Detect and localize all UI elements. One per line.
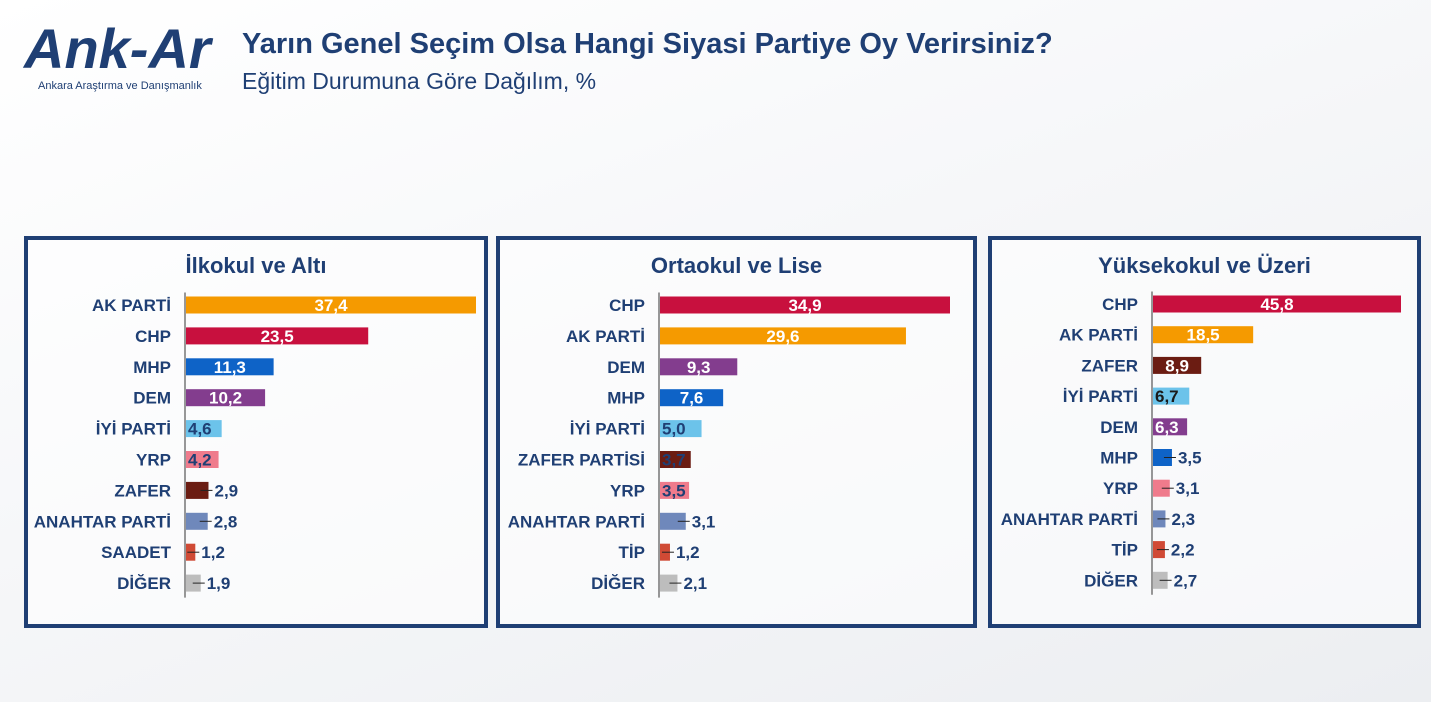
value-label: 11,3 xyxy=(214,358,246,377)
category-label: SAADET xyxy=(101,543,172,562)
category-label: İYİ PARTİ xyxy=(96,420,171,439)
value-label: 2,9 xyxy=(214,481,238,500)
value-label: 4,2 xyxy=(188,451,212,470)
value-label: 2,3 xyxy=(1171,510,1195,529)
value-label: 6,3 xyxy=(1155,418,1179,437)
category-label: MHP xyxy=(133,358,171,377)
bar xyxy=(186,389,266,407)
value-label: 7,6 xyxy=(680,389,704,408)
panel-ortaokul: Ortaokul ve Lise CHP 34,9 AK PARTİ 29,6 DEM 9… xyxy=(496,236,977,628)
panel-title: Ortaokul ve Lise xyxy=(650,253,823,278)
value-label: 2,7 xyxy=(1174,571,1198,590)
bar xyxy=(186,420,222,438)
bar xyxy=(660,327,906,345)
bar xyxy=(186,481,209,499)
value-label: 4,6 xyxy=(188,420,212,439)
chart-yuksekokul: CHP 45,8 AK PARTİ 18,5 ZAFER 8,9 İYİ PARTİ 6,7 D… xyxy=(1001,291,1401,595)
category-label: AK PARTİ xyxy=(1059,326,1138,345)
logo-tagline: Ankara Araştırma ve Danışmanlık xyxy=(38,80,202,92)
chart-ilkokul: AK PARTİ 37,4 CHP 23,5 MHP 11,3 DEM 10,2 İYİ PAR… xyxy=(34,292,476,598)
bar xyxy=(1153,326,1254,344)
page-title: Yarın Genel Seçim Olsa Hangi Siyasi Part… xyxy=(242,28,1053,60)
category-label: TİP xyxy=(1112,541,1138,560)
category-label: DİĞER xyxy=(1084,571,1138,590)
bar xyxy=(660,451,691,468)
bar xyxy=(186,358,274,376)
value-label: 29,6 xyxy=(766,327,799,346)
category-label: AK PARTİ xyxy=(92,296,171,315)
bar xyxy=(660,481,690,499)
category-label: MHP xyxy=(1100,449,1138,468)
category-label: DEM xyxy=(1100,418,1138,437)
bar xyxy=(660,358,738,376)
panel-yuksekokul: Yüksekokul ve Üzeri CHP 45,8 AK PARTİ 18,5 Z… xyxy=(988,236,1421,628)
value-label: 18,5 xyxy=(1187,326,1220,345)
bar xyxy=(1153,295,1401,313)
bar xyxy=(186,327,369,345)
category-label: DEM xyxy=(133,389,171,408)
category-label: İYİ PARTİ xyxy=(570,420,645,439)
category-label: ZAFER xyxy=(114,481,171,500)
value-label: 3,1 xyxy=(692,512,716,531)
bar xyxy=(660,389,724,407)
value-label: 3,5 xyxy=(662,481,686,500)
value-label: 23,5 xyxy=(261,327,294,346)
page-subtitle: Eğitim Durumuna Göre Dağılım, % xyxy=(242,68,597,94)
panel-title: İlkokul ve Altı xyxy=(185,253,327,278)
value-label: 1,9 xyxy=(207,574,231,593)
bar xyxy=(1153,387,1190,405)
logo-wordmark: Ank-Ar xyxy=(24,17,211,80)
category-label: YRP xyxy=(136,451,171,470)
category-label: ZAFER xyxy=(1081,356,1138,375)
value-label: 8,9 xyxy=(1165,356,1189,375)
bar xyxy=(660,296,950,314)
category-label: CHP xyxy=(609,296,645,315)
value-label: 34,9 xyxy=(788,296,821,315)
category-label: ZAFER PARTİSİ xyxy=(518,451,645,470)
value-label: 2,2 xyxy=(1171,541,1195,560)
category-label: MHP xyxy=(607,389,645,408)
bar xyxy=(660,512,686,530)
panel-ilkokul: İlkokul ve Altı AK PARTİ 37,4 CHP 23,5 MHP 11… xyxy=(24,236,488,628)
bar xyxy=(186,512,208,530)
value-label: 1,2 xyxy=(201,543,225,562)
bar xyxy=(186,451,219,468)
bar xyxy=(660,574,678,592)
bar xyxy=(1153,449,1172,466)
value-label: 2,8 xyxy=(214,512,238,531)
bar xyxy=(1153,356,1202,374)
category-label: DİĞER xyxy=(117,574,171,593)
value-label: 10,2 xyxy=(209,389,242,408)
category-label: DİĞER xyxy=(591,574,645,593)
value-label: 45,8 xyxy=(1260,295,1293,314)
value-label: 1,2 xyxy=(676,543,700,562)
category-label: YRP xyxy=(610,481,645,500)
ank-ar-logo: Ank-Ar Ankara Araştırma ve Danışmanlık xyxy=(24,14,224,96)
bar xyxy=(1153,479,1170,497)
value-label: 3,1 xyxy=(1176,479,1200,498)
category-label: TİP xyxy=(619,543,645,562)
value-label: 5,0 xyxy=(662,420,686,439)
value-label: 2,1 xyxy=(683,574,707,593)
value-label: 6,7 xyxy=(1155,387,1179,406)
category-label: DEM xyxy=(607,358,645,377)
category-label: ANAHTAR PARTİ xyxy=(508,512,645,531)
bar xyxy=(1153,418,1188,436)
value-label: 3,7 xyxy=(662,451,686,470)
category-label: YRP xyxy=(1103,479,1138,498)
category-label: AK PARTİ xyxy=(566,327,645,346)
category-label: ANAHTAR PARTİ xyxy=(34,512,171,531)
bar xyxy=(660,420,702,438)
panel-title: Yüksekokul ve Üzeri xyxy=(1098,253,1311,278)
category-label: CHP xyxy=(1102,295,1138,314)
category-label: CHP xyxy=(135,327,171,346)
value-label: 9,3 xyxy=(687,358,711,377)
chart-ortaokul: CHP 34,9 AK PARTİ 29,6 DEM 9,3 MHP 7,6 İYİ PARTİ… xyxy=(508,292,950,598)
value-label: 37,4 xyxy=(314,296,348,315)
bar xyxy=(186,296,476,314)
category-label: İYİ PARTİ xyxy=(1063,387,1138,406)
value-label: 3,5 xyxy=(1178,449,1202,468)
category-label: ANAHTAR PARTİ xyxy=(1001,510,1138,529)
